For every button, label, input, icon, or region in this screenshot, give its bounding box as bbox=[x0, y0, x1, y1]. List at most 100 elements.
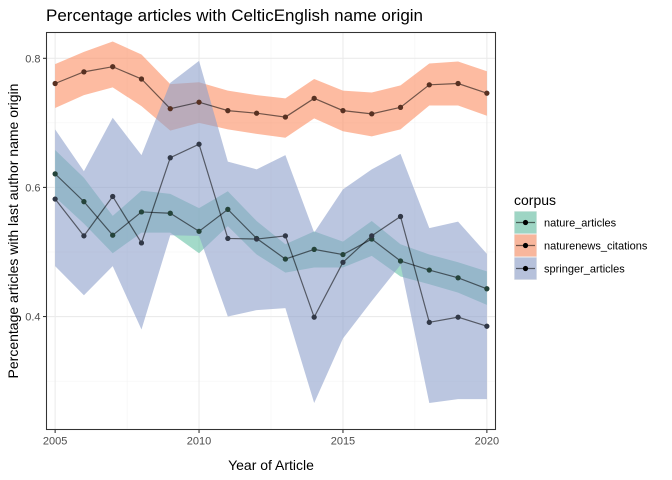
x-tick-label: 2010 bbox=[187, 436, 211, 448]
point-tint-naturenews_citations bbox=[167, 106, 173, 112]
point-tint-naturenews_citations bbox=[81, 69, 87, 75]
point-tint-naturenews_citations bbox=[484, 90, 490, 96]
point-tint-springer_articles bbox=[311, 314, 317, 320]
point-tint-nature_articles bbox=[455, 275, 461, 281]
point-tint-naturenews_citations bbox=[397, 104, 404, 110]
point-tint-nature_articles bbox=[225, 206, 231, 212]
point-naturenews_citations bbox=[81, 69, 87, 75]
point-springer_articles bbox=[254, 236, 260, 242]
point-springer_articles bbox=[167, 155, 173, 161]
point-nature_articles bbox=[455, 275, 461, 281]
point-tint-springer_articles bbox=[225, 235, 231, 242]
legend: corpus nature_articles naturenews_citatio… bbox=[514, 192, 648, 280]
point-tint-naturenews_citations bbox=[225, 108, 231, 114]
point-naturenews_citations bbox=[52, 80, 58, 87]
y-tick-label: 0.6 bbox=[25, 182, 40, 194]
line-springer_articles bbox=[54, 143, 488, 327]
point-springer_articles bbox=[455, 314, 461, 320]
point-springer_articles bbox=[369, 233, 375, 239]
legend-label: springer_articles bbox=[544, 264, 625, 276]
point-tint-naturenews_citations bbox=[138, 76, 145, 82]
y-axis: 0.4 0.6 0.8 bbox=[25, 53, 47, 324]
legend-item-springer_articles: springer_articles bbox=[514, 257, 625, 280]
point-naturenews_citations bbox=[426, 82, 432, 88]
point-naturenews_citations bbox=[484, 90, 490, 96]
point-tint-springer_articles bbox=[81, 233, 87, 239]
plot-area bbox=[45, 31, 497, 431]
point-nature_articles bbox=[81, 199, 87, 205]
point-tint-naturenews_citations bbox=[110, 64, 116, 70]
point-tint-springer_articles bbox=[484, 323, 490, 329]
point-tint-springer_articles bbox=[167, 155, 173, 161]
point-naturenews_citations bbox=[282, 114, 288, 120]
legend-label: nature_articles bbox=[544, 218, 617, 230]
point-springer_articles bbox=[138, 240, 145, 246]
point-naturenews_citations bbox=[110, 64, 116, 70]
x-tick-label: 2015 bbox=[331, 436, 355, 448]
point-tint-nature_articles bbox=[167, 210, 173, 216]
point-springer_articles bbox=[52, 196, 58, 202]
point-tint-springer_articles bbox=[52, 196, 58, 202]
chart-title: Percentage articles with CelticEnglish n… bbox=[46, 6, 423, 25]
legend-items: nature_articles naturenews_citationssprin… bbox=[514, 211, 648, 280]
point-tint-nature_articles bbox=[397, 258, 404, 264]
point-naturenews_citations bbox=[225, 108, 231, 114]
point-nature_articles bbox=[52, 171, 58, 177]
plot-border bbox=[45, 31, 497, 431]
legend-key-point bbox=[522, 219, 529, 226]
point-nature_articles bbox=[311, 246, 317, 252]
point-springer_articles bbox=[196, 141, 202, 147]
y-axis-title: Percentage articles with last author nam… bbox=[5, 84, 21, 379]
point-tint-nature_articles bbox=[311, 246, 317, 252]
point-tint-nature_articles bbox=[110, 232, 116, 238]
legend-key-point bbox=[522, 265, 529, 272]
ribbon-springer_articles bbox=[55, 60, 487, 404]
point-naturenews_citations bbox=[455, 80, 461, 87]
point-tint-naturenews_citations bbox=[282, 114, 288, 120]
point-tint-nature_articles bbox=[81, 199, 87, 205]
line-naturenews_citations bbox=[54, 66, 488, 118]
y-tick-label: 0.4 bbox=[25, 312, 40, 324]
point-tint-springer_articles bbox=[110, 193, 116, 200]
point-tint-naturenews_citations bbox=[369, 111, 375, 117]
point-tint-nature_articles bbox=[340, 251, 346, 258]
point-tint-nature_articles bbox=[52, 171, 58, 177]
point-tint-springer_articles bbox=[426, 319, 432, 325]
confidence-ribbons bbox=[55, 41, 487, 404]
point-tint-nature_articles bbox=[426, 267, 432, 273]
point-tint-naturenews_citations bbox=[196, 99, 202, 105]
point-nature_articles bbox=[397, 258, 404, 264]
point-naturenews_citations bbox=[196, 99, 202, 105]
point-tint-nature_articles bbox=[196, 228, 202, 234]
point-naturenews_citations bbox=[138, 76, 145, 82]
point-springer_articles bbox=[340, 259, 346, 265]
point-tint-naturenews_citations bbox=[426, 82, 432, 88]
point-naturenews_citations bbox=[369, 111, 375, 117]
point-tint-springer_articles bbox=[397, 213, 404, 220]
x-axis: 2005 2010 2015 2020 bbox=[43, 429, 499, 448]
point-tint-nature_articles bbox=[484, 286, 490, 292]
point-nature_articles bbox=[196, 228, 202, 234]
point-springer_articles bbox=[225, 235, 231, 242]
point-springer_articles bbox=[110, 193, 116, 200]
point-nature_articles bbox=[426, 267, 432, 273]
point-tint-nature_articles bbox=[282, 256, 288, 262]
point-tint-nature_articles bbox=[138, 209, 145, 215]
point-nature_articles bbox=[110, 232, 116, 238]
point-springer_articles bbox=[311, 314, 317, 320]
point-tint-naturenews_citations bbox=[52, 80, 58, 87]
y-tick-label: 0.8 bbox=[25, 53, 40, 65]
point-nature_articles bbox=[282, 256, 288, 262]
point-naturenews_citations bbox=[311, 95, 317, 101]
point-tint-naturenews_citations bbox=[340, 108, 346, 114]
point-springer_articles bbox=[426, 319, 432, 325]
point-naturenews_citations bbox=[167, 106, 173, 112]
line-nature_articles bbox=[54, 173, 488, 290]
series-lines bbox=[54, 66, 488, 327]
point-springer_articles bbox=[484, 323, 490, 329]
point-tint-naturenews_citations bbox=[311, 95, 317, 101]
legend-title: corpus bbox=[514, 192, 556, 208]
x-axis-title: Year of Article bbox=[228, 457, 314, 473]
point-nature_articles bbox=[225, 206, 231, 212]
